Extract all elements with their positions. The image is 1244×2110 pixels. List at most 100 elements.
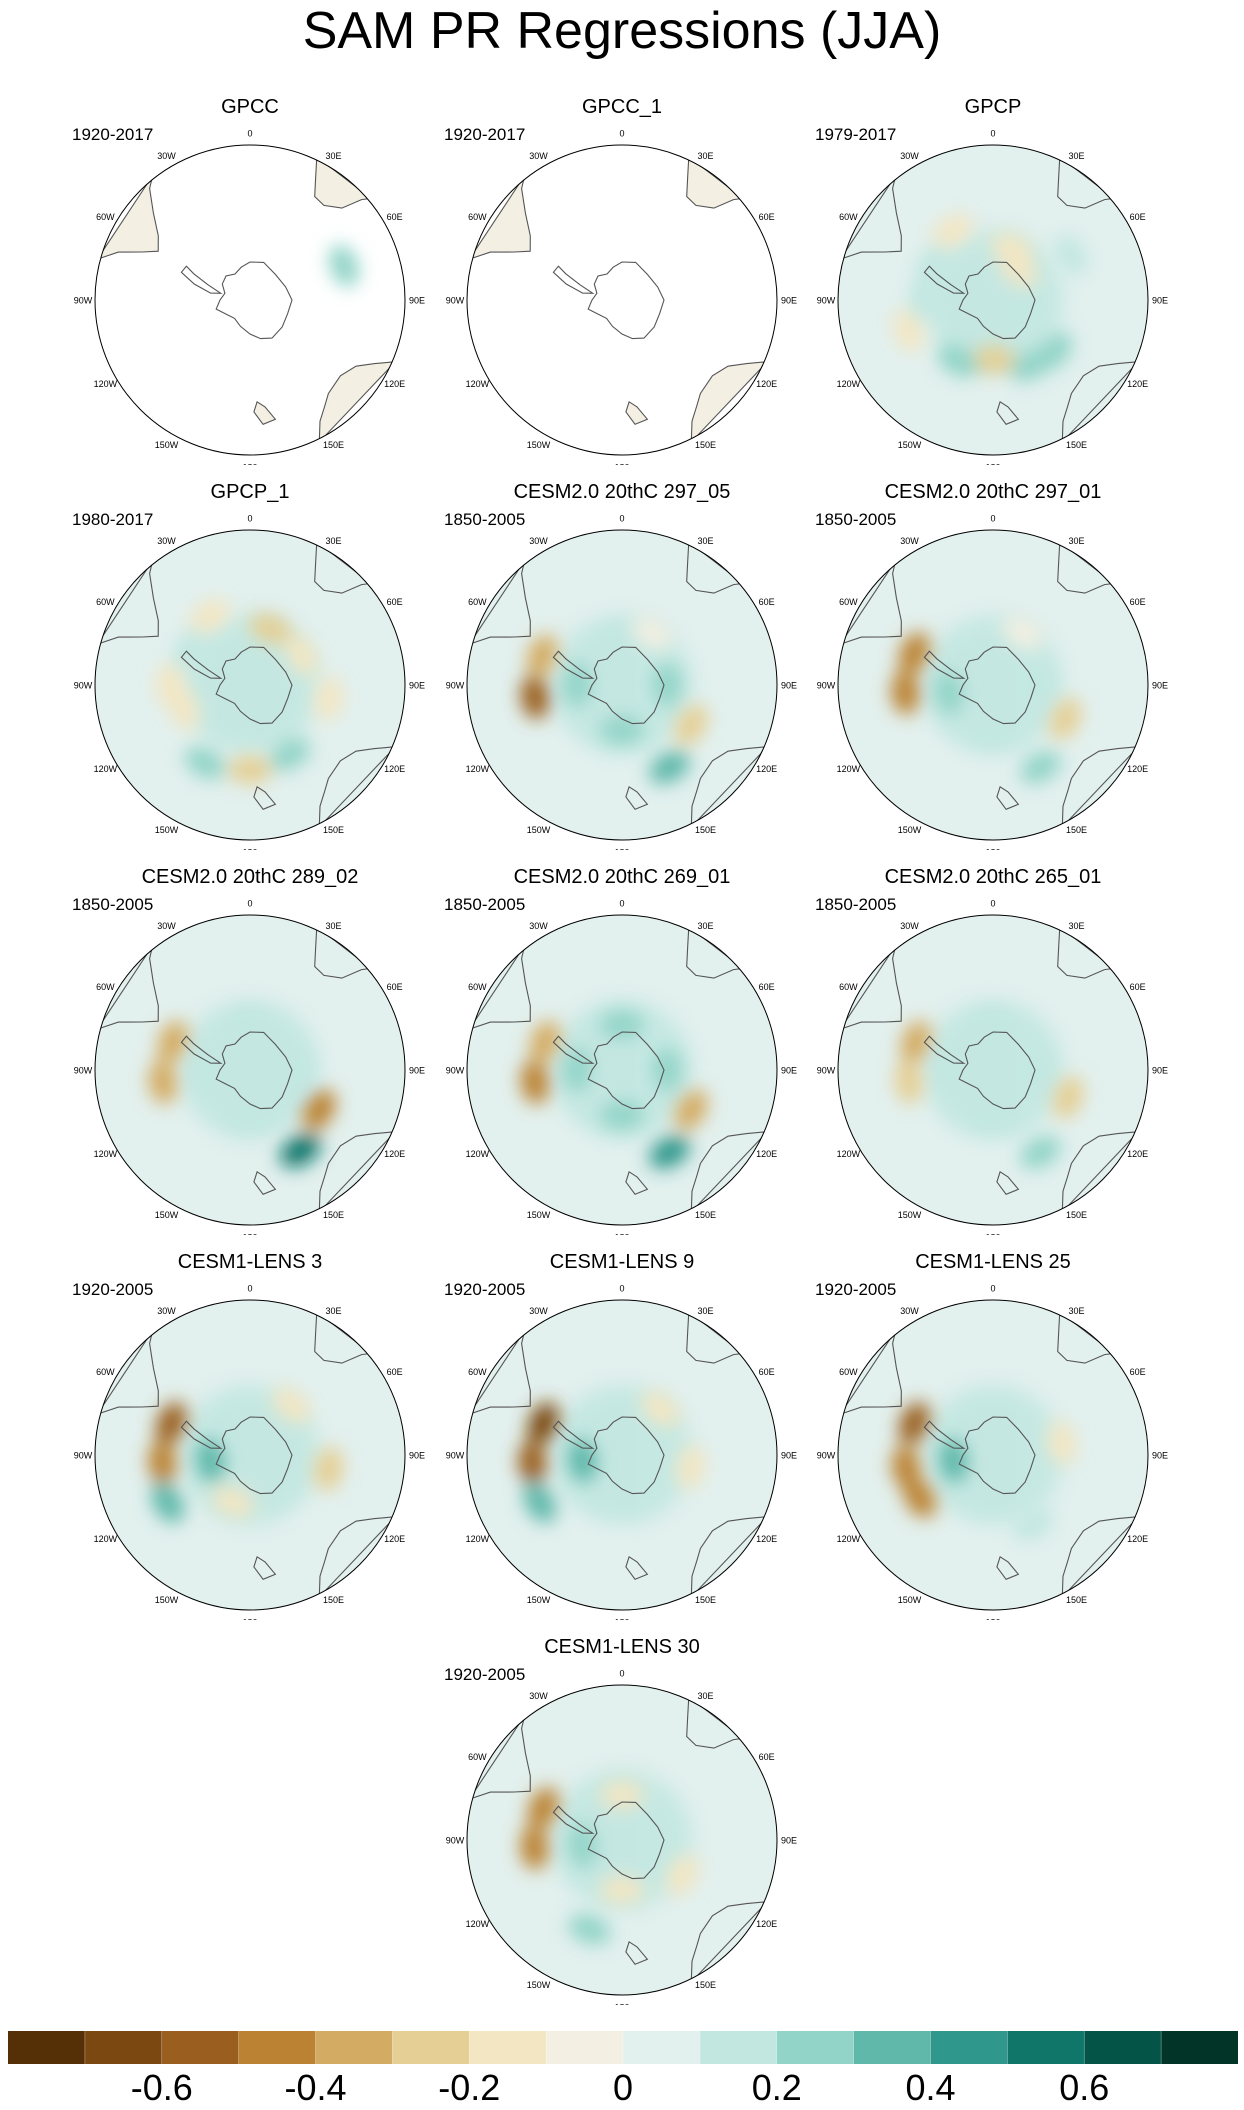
panel-title: CESM2.0 20thC 297_05	[513, 481, 731, 503]
polar-map: 0 30E 60E 90E 120E 150E 180 150W 120W 90W 60W 30W	[446, 1284, 797, 1621]
longitude-label: 90E	[1152, 1451, 1168, 1461]
coastline	[253, 400, 277, 425]
longitude-label: 150E	[695, 1980, 716, 1990]
longitude-label: 150W	[155, 1210, 179, 1220]
anomaly-blob	[527, 1787, 559, 1830]
polar-map: 0 30E 60E 90E 120E 150E 180 150W 120W 90W 60W 30W	[817, 899, 1168, 1236]
map-panel: CESM2.0 20thC 265_01 1850-2005 0 30E 60E 90E 1…	[793, 865, 1193, 1235]
longitude-label: 180	[985, 848, 1000, 851]
polar-map: 0 30E 60E 90E 120E 150E 180 150W 120W 90W 60W 30W	[817, 514, 1168, 851]
map-panel: GPCC_1 1920-2017 0 30E 60E 90E 120E 150E 180 150W…	[422, 95, 822, 465]
map-panel: CESM1-LENS 9 1920-2005 0 30E 60E 90E 120E 150E 1…	[422, 1250, 822, 1620]
coastline	[625, 400, 649, 425]
polar-map: 0 30E 60E 90E 120E 150E 180 150W 120W 90W 60W 30W	[74, 129, 425, 466]
longitude-label: 30E	[325, 151, 341, 161]
longitude-label: 90W	[74, 296, 93, 306]
anomaly-blob	[1006, 289, 1037, 332]
longitude-label: 90W	[446, 1451, 465, 1461]
longitude-label: 90E	[781, 1836, 797, 1846]
longitude-label: 90W	[817, 681, 836, 691]
longitude-label: 120E	[756, 1919, 777, 1929]
longitude-label: 120W	[466, 1919, 490, 1929]
anomaly-blob	[191, 1048, 219, 1092]
anomaly-blob	[900, 1020, 932, 1064]
longitude-label: 150E	[323, 440, 344, 450]
longitude-label: 0	[619, 899, 624, 909]
longitude-label: 90W	[74, 1066, 93, 1076]
anomaly-blob	[909, 278, 937, 322]
land-anomaly	[314, 156, 371, 209]
coastline	[215, 646, 293, 725]
anomaly-blob	[898, 1402, 930, 1445]
longitude-label: 120W	[837, 764, 861, 774]
map-boundary	[466, 1684, 778, 1996]
longitude-label: 30W	[529, 1691, 548, 1701]
anomaly-blob	[641, 1391, 680, 1427]
panel-title: CESM2.0 20thC 289_02	[141, 866, 359, 888]
panel-title: GPCP_1	[210, 481, 290, 503]
coastline	[587, 261, 665, 340]
anomaly-blob	[520, 1825, 549, 1870]
longitude-label: 90E	[781, 1066, 797, 1076]
anomaly-blob	[529, 1020, 561, 1064]
longitude-label: 30E	[1068, 536, 1084, 546]
longitude-label: 150E	[323, 1595, 344, 1605]
anomaly-blob	[189, 599, 231, 633]
longitude-label: 90W	[74, 1451, 93, 1461]
coastline	[996, 1170, 1020, 1195]
longitude-label: 60E	[1130, 1367, 1146, 1377]
longitude-label: 60E	[759, 597, 775, 607]
panel-period: 1979-2017	[815, 125, 897, 144]
longitude-label: 30W	[900, 921, 919, 931]
anomaly-blob	[156, 663, 184, 707]
longitude-label: 120E	[756, 764, 777, 774]
panel-title: CESM1-LENS 25	[915, 1251, 1071, 1273]
map-panel: CESM1-LENS 30 1920-2005 0 30E 60E 90E 120E 150E…	[422, 1635, 822, 2005]
longitude-label: 0	[619, 1669, 624, 1679]
anomaly-blob	[211, 1486, 255, 1518]
longitude-label: 120W	[466, 1149, 490, 1159]
coastline	[1061, 746, 1140, 829]
longitude-label: 150W	[527, 825, 551, 835]
longitude-label: 120W	[837, 1534, 861, 1544]
longitude-label: 60E	[387, 982, 403, 992]
longitude-label: 30E	[697, 1306, 713, 1316]
longitude-label: 0	[990, 1284, 995, 1294]
longitude-label: 30E	[325, 1306, 341, 1316]
longitude-label: 90W	[446, 1066, 465, 1076]
panel-period: 1850-2005	[72, 895, 154, 914]
panel-title: GPCC	[221, 96, 279, 118]
longitude-label: 60E	[1130, 212, 1146, 222]
longitude-label: 150E	[695, 1210, 716, 1220]
longitude-label: 30E	[325, 921, 341, 931]
coastline	[253, 785, 277, 810]
coastline	[923, 1420, 966, 1449]
colorbar-swatch	[469, 2031, 547, 2064]
map-boundary	[94, 529, 406, 841]
longitude-label: 150W	[898, 825, 922, 835]
longitude-label: 180	[242, 848, 257, 851]
longitude-label: 30W	[157, 151, 176, 161]
longitude-label: 150W	[155, 1595, 179, 1605]
panel-title: CESM2.0 20thC 297_01	[884, 481, 1102, 503]
colorbar-tick-label: 0	[612, 2067, 634, 2108]
longitude-label: 120W	[94, 379, 118, 389]
anomaly-blob	[1049, 698, 1082, 740]
longitude-label: 90E	[409, 1066, 425, 1076]
longitude-label: 30W	[529, 536, 548, 546]
anomaly-blob	[272, 1387, 311, 1423]
anomaly-blob	[1024, 1048, 1052, 1092]
longitude-label: 60W	[468, 597, 487, 607]
longitude-label: 90E	[1152, 1066, 1168, 1076]
coastline	[1061, 361, 1140, 444]
map-boundary	[466, 144, 778, 456]
anomaly-blob	[1024, 663, 1052, 707]
coastline	[253, 1170, 277, 1195]
longitude-label: 60W	[839, 597, 858, 607]
land-anomaly	[686, 156, 743, 209]
polar-map: 0 30E 60E 90E 120E 150E 180 150W 120W 90W 60W 30W	[446, 514, 797, 851]
longitude-label: 90E	[1152, 681, 1168, 691]
anomaly-blob	[971, 346, 1015, 374]
map-boundary	[837, 144, 1149, 456]
panel-period: 1850-2005	[815, 895, 897, 914]
